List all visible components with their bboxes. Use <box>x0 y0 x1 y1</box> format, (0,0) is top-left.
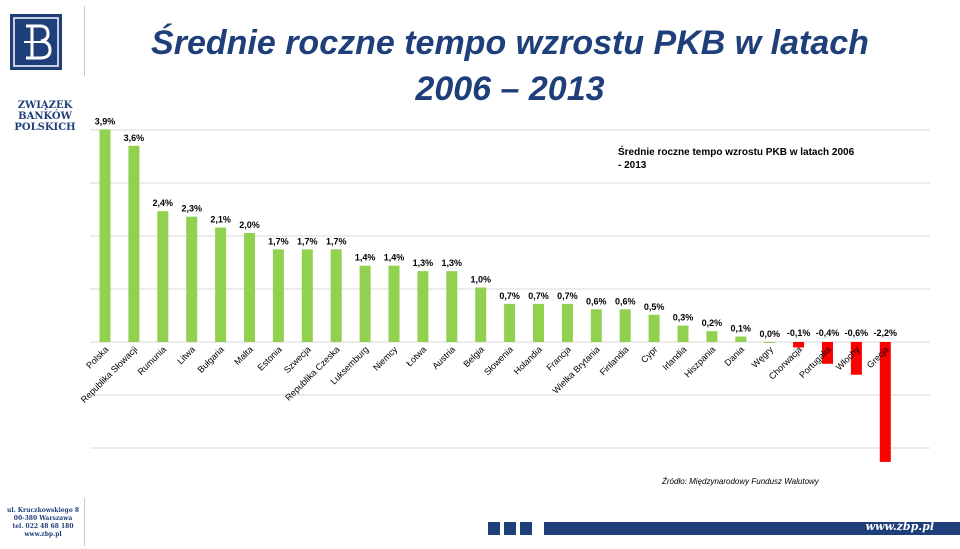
data-label: 0,3% <box>673 313 694 323</box>
bar <box>648 314 660 342</box>
organization-name: ZWIĄZEK BANKÓW POLSKICH <box>14 100 76 133</box>
page-title: Średnie roczne tempo wzrostu PKB w latac… <box>151 24 869 62</box>
category-label: Litwa <box>175 344 197 366</box>
data-label: 1,7% <box>326 236 347 246</box>
data-label: 0,0% <box>759 329 780 339</box>
chart-gridlines <box>90 129 930 449</box>
bar <box>244 233 255 342</box>
data-label: 0,7% <box>499 291 520 301</box>
data-label: 0,7% <box>528 291 549 301</box>
data-label: 1,7% <box>297 236 318 246</box>
bar <box>822 342 833 364</box>
category-label: Niemcy <box>371 344 400 373</box>
data-label: 1,3% <box>413 258 434 268</box>
data-label: 0,7% <box>557 291 578 301</box>
bar <box>504 303 516 342</box>
data-label: 1,4% <box>384 253 405 263</box>
category-label: Dania <box>723 344 747 368</box>
footer-square <box>504 522 516 535</box>
bar <box>388 265 400 342</box>
data-label: -0,6% <box>845 328 869 338</box>
data-label: 1,7% <box>268 236 289 246</box>
data-label: 2,1% <box>210 215 231 225</box>
data-label: 3,9% <box>95 116 116 126</box>
website-link[interactable]: www.zbp.pl <box>865 520 934 533</box>
chart-title: Średnie roczne tempo wzrostu PKB w latac… <box>618 145 855 158</box>
data-label: 0,6% <box>586 296 607 306</box>
category-label: Cypr <box>639 344 660 365</box>
bank-seal-icon <box>13 17 59 67</box>
category-label: Austria <box>430 344 457 371</box>
footer-square <box>488 522 500 535</box>
chart-source: Źródło: Międzynarodowy Fundusz Walutowy <box>661 477 820 486</box>
contact-address: ul. Kruczkowskiego 8 00-380 Warszawa tel… <box>6 507 80 538</box>
data-label: 0,6% <box>615 296 636 306</box>
bar <box>850 342 862 375</box>
category-label: Słowenia <box>482 344 515 377</box>
data-label: 2,0% <box>239 220 260 230</box>
bar <box>735 336 747 342</box>
category-label: Węgry <box>750 344 776 370</box>
category-label: Finlandia <box>598 344 631 377</box>
bar <box>793 342 805 348</box>
bar <box>764 342 776 343</box>
data-label: 1,3% <box>442 258 463 268</box>
category-label: Polska <box>84 344 110 370</box>
bar <box>99 129 111 342</box>
footer-bar <box>488 522 960 535</box>
category-label: Bułgaria <box>196 344 226 374</box>
data-label: 1,4% <box>355 253 376 263</box>
bar <box>417 271 429 342</box>
category-label: Republika Czeska <box>283 344 341 402</box>
bar <box>301 249 313 342</box>
data-label: 2,3% <box>181 204 202 214</box>
header-divider <box>84 6 85 76</box>
data-label: 0,5% <box>644 302 665 312</box>
data-label: 2,4% <box>153 198 174 208</box>
bar <box>128 145 140 342</box>
page-subtitle: 2006 – 2013 <box>415 70 605 108</box>
bar <box>475 287 487 342</box>
bar <box>533 303 544 342</box>
data-label: 0,1% <box>731 324 752 334</box>
footer-square <box>520 522 532 535</box>
bar <box>677 325 689 342</box>
data-label: 1,0% <box>470 275 491 285</box>
category-label: Holandia <box>512 344 544 376</box>
bar <box>619 309 631 342</box>
chart-title-continued: - 2013 <box>618 160 647 171</box>
category-label: Malta <box>232 344 255 367</box>
category-label: Belgia <box>461 344 486 369</box>
bar <box>561 303 573 342</box>
category-label: Łotwa <box>404 344 428 368</box>
category-label: Hiszpania <box>682 344 717 379</box>
bar <box>446 271 458 342</box>
chart-bars <box>99 129 891 462</box>
data-label: 0,2% <box>702 318 723 328</box>
footer-divider <box>84 498 85 546</box>
category-label: Irlandia <box>660 344 688 372</box>
category-label: Republika Słowacji <box>79 344 139 404</box>
bar <box>330 249 342 342</box>
bar <box>359 265 371 342</box>
bar <box>879 342 891 462</box>
category-label: Estonia <box>256 344 284 372</box>
category-label: Francja <box>545 344 573 372</box>
footer-strip <box>544 522 960 535</box>
bar <box>215 227 227 342</box>
bar <box>272 249 284 342</box>
logo <box>10 14 62 70</box>
chart-data-labels: 3,9% 3,6% 2,4% 2,3% 2,1% 2,0% 1,7% 1,7% 1,7% 1,4%… <box>95 116 897 339</box>
data-label: -2,2% <box>874 328 898 338</box>
bar <box>186 216 198 342</box>
data-label: -0,4% <box>816 328 840 338</box>
bar <box>157 211 169 342</box>
data-label: -0,1% <box>787 328 811 338</box>
data-label: 3,6% <box>124 133 145 143</box>
bar <box>590 309 602 342</box>
bar <box>706 331 718 342</box>
category-label: Rumunia <box>136 344 169 377</box>
